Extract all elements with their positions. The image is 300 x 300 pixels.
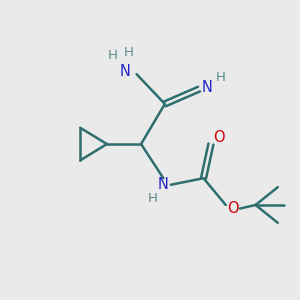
Text: H: H	[123, 46, 133, 59]
Text: H: H	[215, 71, 225, 84]
Text: O: O	[227, 201, 239, 216]
Text: O: O	[213, 130, 225, 145]
Text: H: H	[107, 49, 117, 62]
Text: H: H	[148, 192, 158, 205]
Text: N: N	[120, 64, 131, 79]
Text: N: N	[202, 80, 213, 95]
Text: N: N	[158, 177, 169, 192]
